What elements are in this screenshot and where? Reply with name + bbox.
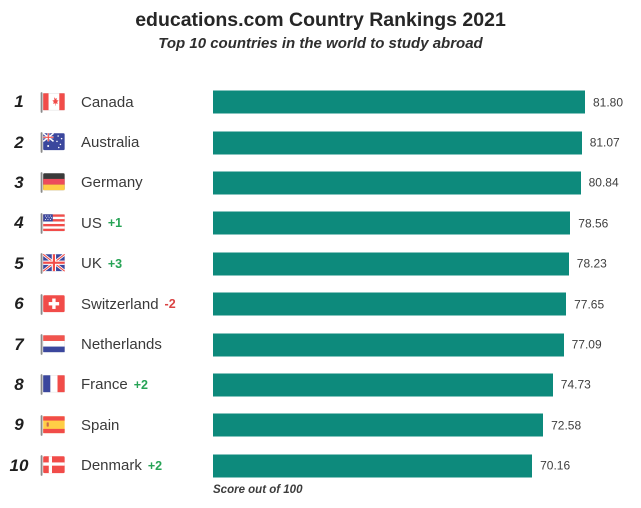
flag-netherlands-icon [38,333,66,356]
score-value: 78.23 [576,256,607,271]
score-bar [213,333,564,357]
score-bar [213,454,533,478]
bar-wrap: 81.07 [213,131,620,155]
country-name: Canada [81,93,134,111]
chart-subtitle: Top 10 countries in the world to study a… [158,35,483,53]
rank-change: -2 [164,297,176,312]
rank-number: 6 [14,294,24,314]
ranking-list: 1 Canada 81.80 2 Australia 81.07 3 Germa… [4,82,641,486]
flag-spain-icon [38,414,66,437]
score-value: 81.07 [589,135,620,150]
bar-wrap: 72.58 [213,413,582,437]
flag-germany-icon [38,171,66,194]
rank-change: +3 [107,256,123,271]
country-name: Netherlands [81,336,162,354]
flag-denmark-icon [38,454,66,477]
rank-change: +1 [107,216,123,231]
score-value: 78.56 [578,216,609,231]
bar-wrap: 78.23 [213,252,607,276]
bar-wrap: 78.56 [213,211,609,235]
score-footnote: Score out of 100 [213,484,303,496]
ranking-row: 8 France +2 74.73 [4,365,641,405]
bar-wrap: 77.65 [213,292,605,316]
score-bar [213,171,581,195]
flag-switzerland-icon [38,293,66,316]
ranking-row: 6 Switzerland -2 77.65 [4,284,641,324]
rank-number: 2 [14,132,24,152]
bar-wrap: 81.80 [213,90,624,114]
rank-number: 10 [9,455,29,475]
country-name: UK [81,255,102,273]
ranking-row: 5 UK +3 78.23 [4,244,641,284]
bar-wrap: 70.16 [213,454,571,478]
score-value: 74.73 [560,377,591,392]
rank-change: +2 [133,377,148,392]
country-name: Switzerland [81,295,159,313]
ranking-row: 7 Netherlands 77.09 [4,324,641,364]
rank-number: 7 [14,334,24,354]
rank-number: 3 [14,172,24,192]
score-value: 80.84 [588,175,619,190]
score-value: 77.65 [574,297,605,312]
country-name: Spain [81,416,120,434]
bar-wrap: 80.84 [213,171,619,195]
rank-number: 5 [14,253,24,273]
bar-wrap: 77.09 [213,333,602,357]
ranking-row: 1 Canada 81.80 [4,82,641,122]
rank-number: 9 [14,415,24,435]
score-bar [213,252,569,276]
score-bar [213,413,544,437]
score-value: 81.80 [593,95,624,110]
rank-change: +2 [147,458,163,473]
ranking-row: 4 US +1 78.56 [4,203,641,243]
country-name: Denmark [81,457,142,475]
score-bar [213,90,585,114]
chart-title: educations.com Country Rankings 2021 [135,9,506,31]
score-bar [213,211,571,235]
ranking-row: 3 Germany 80.84 [4,163,641,203]
flag-australia-icon [38,131,66,154]
score-bar [213,131,582,155]
score-bar [213,292,567,316]
score-bar [213,373,553,397]
rank-number: 1 [14,92,24,112]
country-name: Australia [81,134,140,152]
chart-header: educations.com Country Rankings 2021 Top… [0,0,641,52]
flag-us-icon [38,212,66,235]
country-name: US [81,214,102,232]
flag-france-icon [38,373,66,396]
ranking-row: 2 Australia 81.07 [4,122,641,162]
ranking-row: 10 Denmark +2 70.16 [4,446,641,486]
score-value: 70.16 [540,458,571,473]
country-name: France [81,376,128,394]
flag-canada-icon [38,91,66,114]
rank-number: 4 [14,213,24,233]
score-value: 72.58 [551,418,582,433]
rank-number: 8 [14,374,24,394]
country-name: Germany [81,174,143,192]
score-value: 77.09 [571,337,602,352]
bar-wrap: 74.73 [213,373,591,397]
ranking-row: 9 Spain 72.58 [4,405,641,445]
flag-uk-icon [38,252,66,275]
